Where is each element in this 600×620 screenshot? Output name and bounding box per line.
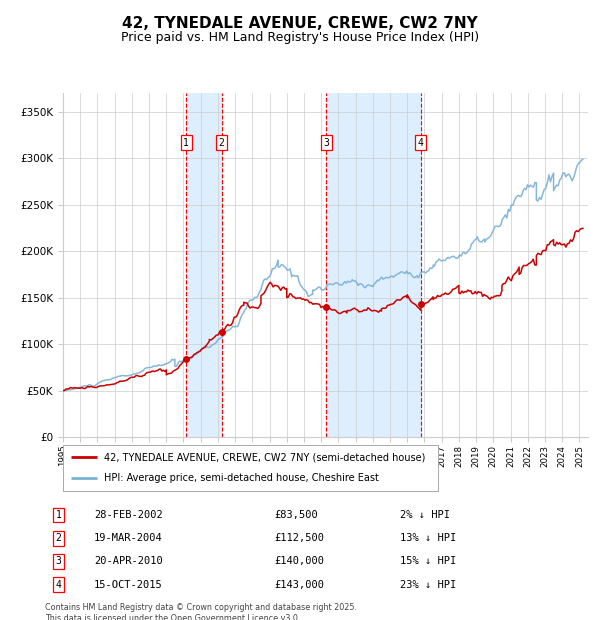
Text: 2: 2: [56, 533, 62, 543]
Text: £112,500: £112,500: [274, 533, 325, 543]
Text: HPI: Average price, semi-detached house, Cheshire East: HPI: Average price, semi-detached house,…: [104, 474, 379, 484]
Text: 42, TYNEDALE AVENUE, CREWE, CW2 7NY: 42, TYNEDALE AVENUE, CREWE, CW2 7NY: [122, 16, 478, 30]
Text: 1: 1: [56, 510, 62, 520]
Text: 2: 2: [218, 138, 224, 148]
Text: Contains HM Land Registry data © Crown copyright and database right 2025.
This d: Contains HM Land Registry data © Crown c…: [45, 603, 357, 620]
Text: 15-OCT-2015: 15-OCT-2015: [94, 580, 163, 590]
Text: 15% ↓ HPI: 15% ↓ HPI: [400, 556, 456, 566]
Text: 42, TYNEDALE AVENUE, CREWE, CW2 7NY (semi-detached house): 42, TYNEDALE AVENUE, CREWE, CW2 7NY (sem…: [104, 452, 425, 462]
Bar: [326, 93, 421, 437]
Text: 28-FEB-2002: 28-FEB-2002: [94, 510, 163, 520]
Text: 20-APR-2010: 20-APR-2010: [94, 556, 163, 566]
Text: 4: 4: [418, 138, 424, 148]
Text: 3: 3: [56, 556, 62, 566]
Bar: [186, 93, 221, 437]
Text: £140,000: £140,000: [274, 556, 325, 566]
Text: Price paid vs. HM Land Registry's House Price Index (HPI): Price paid vs. HM Land Registry's House …: [121, 31, 479, 44]
Text: 3: 3: [323, 138, 329, 148]
Text: 19-MAR-2004: 19-MAR-2004: [94, 533, 163, 543]
Text: 2% ↓ HPI: 2% ↓ HPI: [400, 510, 450, 520]
Text: 13% ↓ HPI: 13% ↓ HPI: [400, 533, 456, 543]
Text: 1: 1: [184, 138, 189, 148]
Text: £143,000: £143,000: [274, 580, 325, 590]
Text: 4: 4: [56, 580, 62, 590]
Text: 23% ↓ HPI: 23% ↓ HPI: [400, 580, 456, 590]
Text: £83,500: £83,500: [274, 510, 318, 520]
